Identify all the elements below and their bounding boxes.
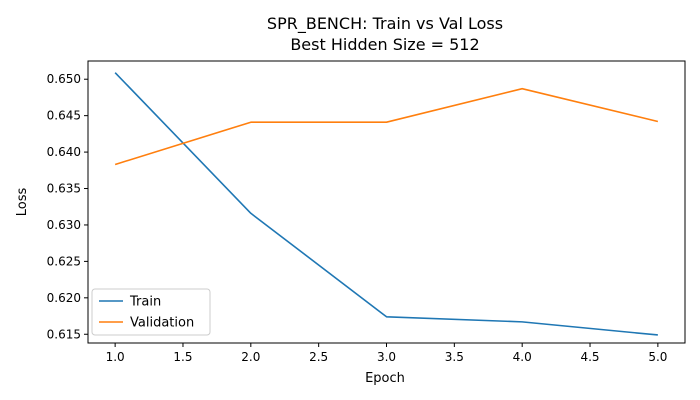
chart-title: SPR_BENCH: Train vs Val Loss (267, 14, 503, 34)
x-tick-label: 3.5 (445, 350, 464, 364)
y-tick-label: 0.645 (47, 109, 81, 123)
y-tick-label: 0.635 (47, 182, 81, 196)
series-line-train (114, 72, 658, 336)
chart-subtitle: Best Hidden Size = 512 (290, 35, 479, 54)
x-tick-label: 4.5 (580, 350, 599, 364)
x-tick-label: 2.5 (309, 350, 328, 364)
legend-label: Validation (130, 316, 194, 331)
x-axis-label: Epoch (365, 371, 405, 386)
y-tick-label: 0.630 (47, 218, 81, 232)
y-tick-label: 0.650 (47, 72, 81, 86)
x-tick-label: 1.0 (106, 350, 125, 364)
y-tick-label: 0.625 (47, 254, 81, 268)
y-tick-label: 0.640 (47, 145, 81, 159)
y-tick-label: 0.615 (47, 327, 81, 341)
x-tick-label: 3.0 (377, 350, 396, 364)
x-tick-label: 2.0 (241, 350, 260, 364)
x-tick-label: 4.0 (513, 350, 532, 364)
y-tick-label: 0.620 (47, 291, 81, 305)
series-line-validation (114, 87, 659, 166)
legend-label: Train (129, 295, 161, 310)
plot-area: 1.0 1.5 2.0 2.5 3.0 3.5 4.0 4.5 5.0 0.615 0.620 0.6… (47, 60, 686, 364)
y-axis-label: Loss (15, 188, 30, 217)
x-tick-label: 5.0 (648, 350, 667, 364)
x-tick-label: 1.5 (173, 350, 192, 364)
